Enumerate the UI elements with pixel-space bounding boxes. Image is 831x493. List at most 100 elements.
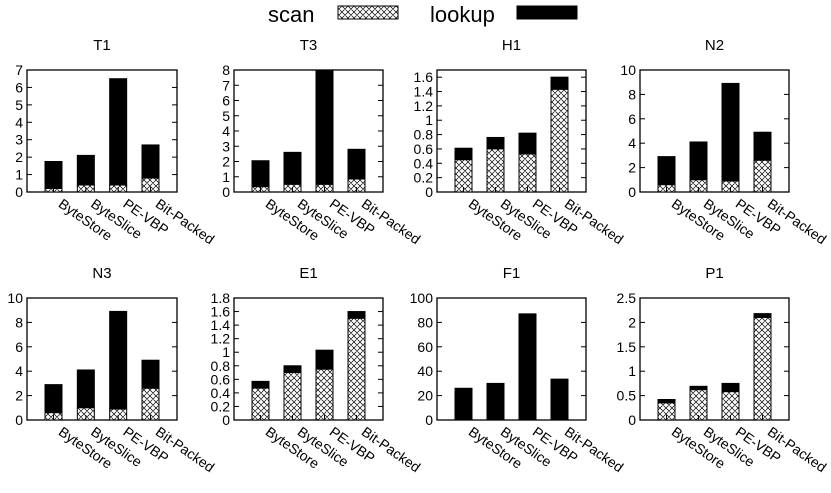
bar-lookup-byteslice — [486, 136, 505, 150]
charts-container: T101234567ByteStoreByteSlicePE-VBPBit-Pa… — [7, 37, 829, 475]
chart-title: H1 — [502, 37, 521, 54]
bar-lookup-byteslice — [486, 382, 505, 421]
y-tick-label: 2 — [15, 149, 23, 165]
plot-frame — [639, 297, 790, 421]
plot-frame — [233, 297, 384, 421]
y-tick-label: 5 — [15, 97, 23, 113]
bar-lookup-bytestore — [657, 399, 676, 404]
bar-lookup-byteslice — [689, 385, 708, 391]
y-tick-label: 0 — [628, 184, 636, 200]
y-tick-label: 2 — [628, 160, 636, 176]
plot-frame — [26, 297, 178, 421]
y-tick-label: 0.4 — [414, 155, 434, 171]
y-tick-label: 0 — [15, 184, 23, 200]
bar-lookup-bytestore — [44, 384, 63, 414]
y-tick-label: 0.8 — [211, 358, 231, 374]
y-tick-label: 20 — [417, 388, 433, 404]
chart-panel-t3: T3012345678ByteStoreByteSlicePE-VBPBit-P… — [222, 37, 423, 247]
plot-frame — [436, 297, 587, 421]
y-tick-label: 1 — [222, 344, 230, 360]
y-tick-label: 0.5 — [617, 388, 637, 404]
y-tick-label: 0 — [15, 412, 23, 428]
y-tick-label: 6 — [15, 79, 23, 95]
legend-lookup-swatch — [516, 5, 578, 20]
y-tick-label: 4 — [222, 123, 230, 139]
chart-panel-t1: T101234567ByteStoreByteSlicePE-VBPBit-Pa… — [15, 37, 217, 247]
legend-scan-swatch — [337, 5, 399, 20]
y-tick-label: 4 — [15, 114, 23, 130]
y-tick-label: 2 — [15, 388, 23, 404]
chart-panel-h1: H100.20.40.60.811.21.41.6ByteStoreByteSl… — [414, 37, 627, 247]
bar-lookup-byteslice — [76, 369, 95, 409]
y-tick-label: 60 — [417, 339, 433, 355]
chart-panel-p1: P100.511.522.5ByteStoreByteSlicePE-VBPBi… — [617, 265, 830, 475]
y-tick-label: 1.4 — [211, 317, 231, 333]
chart-title: E1 — [299, 265, 317, 282]
y-tick-label: 8 — [222, 62, 230, 78]
plot-frame — [26, 69, 178, 193]
y-tick-label: 1.4 — [414, 84, 434, 100]
bar-scan-pe-vbp — [315, 368, 334, 421]
legend: scan lookup — [268, 2, 578, 27]
y-tick-label: 1 — [15, 167, 23, 183]
y-tick-label: 3 — [15, 132, 23, 148]
y-tick-label: 6 — [222, 93, 230, 109]
bar-lookup-bit-packed — [753, 131, 772, 161]
bar-lookup-pe-vbp — [315, 69, 334, 185]
legend-lookup-label: lookup — [430, 2, 495, 27]
y-tick-label: 7 — [222, 77, 230, 93]
y-tick-label: 3 — [222, 138, 230, 154]
bar-lookup-bit-packed — [550, 76, 569, 90]
bar-lookup-bytestore — [251, 160, 270, 188]
y-tick-label: 2 — [222, 154, 230, 170]
bar-scan-bit-packed — [753, 317, 772, 421]
y-tick-label: 0 — [425, 184, 433, 200]
y-tick-label: 1 — [425, 112, 433, 128]
bar-lookup-pe-vbp — [721, 382, 740, 393]
y-tick-label: 8 — [628, 86, 636, 102]
bar-scan-bit-packed — [550, 88, 569, 193]
bar-lookup-pe-vbp — [109, 310, 128, 410]
y-tick-label: 80 — [417, 314, 433, 330]
bar-lookup-bit-packed — [347, 311, 366, 319]
chart-panel-n2: N20246810ByteStoreByteSlicePE-VBPBit-Pac… — [620, 37, 829, 247]
bar-lookup-byteslice — [283, 151, 302, 185]
y-tick-label: 10 — [7, 290, 23, 306]
y-tick-label: 4 — [15, 363, 23, 379]
bar-lookup-bytestore — [454, 387, 473, 421]
chart-panel-n3: N30246810ByteStoreByteSlicePE-VBPBit-Pac… — [7, 265, 217, 475]
y-tick-label: 1.5 — [617, 339, 637, 355]
chart-panel-f1: F1020406080100ByteStoreByteSlicePE-VBPBi… — [410, 265, 627, 475]
y-tick-label: 100 — [410, 290, 434, 306]
y-tick-label: 0.2 — [211, 398, 231, 414]
y-tick-label: 1 — [222, 169, 230, 185]
bar-lookup-byteslice — [283, 365, 302, 374]
y-tick-label: 10 — [620, 62, 636, 78]
y-tick-label: 0 — [628, 412, 636, 428]
y-tick-label: 0.6 — [211, 371, 231, 387]
y-tick-label: 8 — [15, 314, 23, 330]
bar-scan-byteslice — [486, 148, 505, 193]
y-tick-label: 6 — [15, 339, 23, 355]
chart-title: N2 — [705, 37, 724, 54]
chart-title: P1 — [705, 265, 723, 282]
y-tick-label: 0 — [425, 412, 433, 428]
y-tick-label: 1.6 — [414, 69, 434, 85]
bar-lookup-bytestore — [44, 161, 63, 190]
bar-lookup-byteslice — [689, 141, 708, 181]
chart-title: F1 — [503, 265, 521, 282]
chart-title: T1 — [93, 37, 111, 54]
chart-title: N3 — [92, 265, 111, 282]
y-tick-label: 1.8 — [211, 290, 231, 306]
y-tick-label: 1.2 — [414, 98, 434, 114]
bar-lookup-bit-packed — [141, 144, 160, 179]
bar-lookup-pe-vbp — [721, 82, 740, 182]
bar-lookup-bytestore — [454, 147, 473, 161]
y-tick-label: 0.4 — [211, 385, 231, 401]
chart-title: T3 — [300, 37, 318, 54]
bar-scan-bit-packed — [347, 317, 366, 421]
y-tick-label: 5 — [222, 108, 230, 124]
bar-lookup-pe-vbp — [109, 78, 128, 186]
y-tick-label: 0 — [222, 184, 230, 200]
plot-frame — [639, 69, 790, 193]
